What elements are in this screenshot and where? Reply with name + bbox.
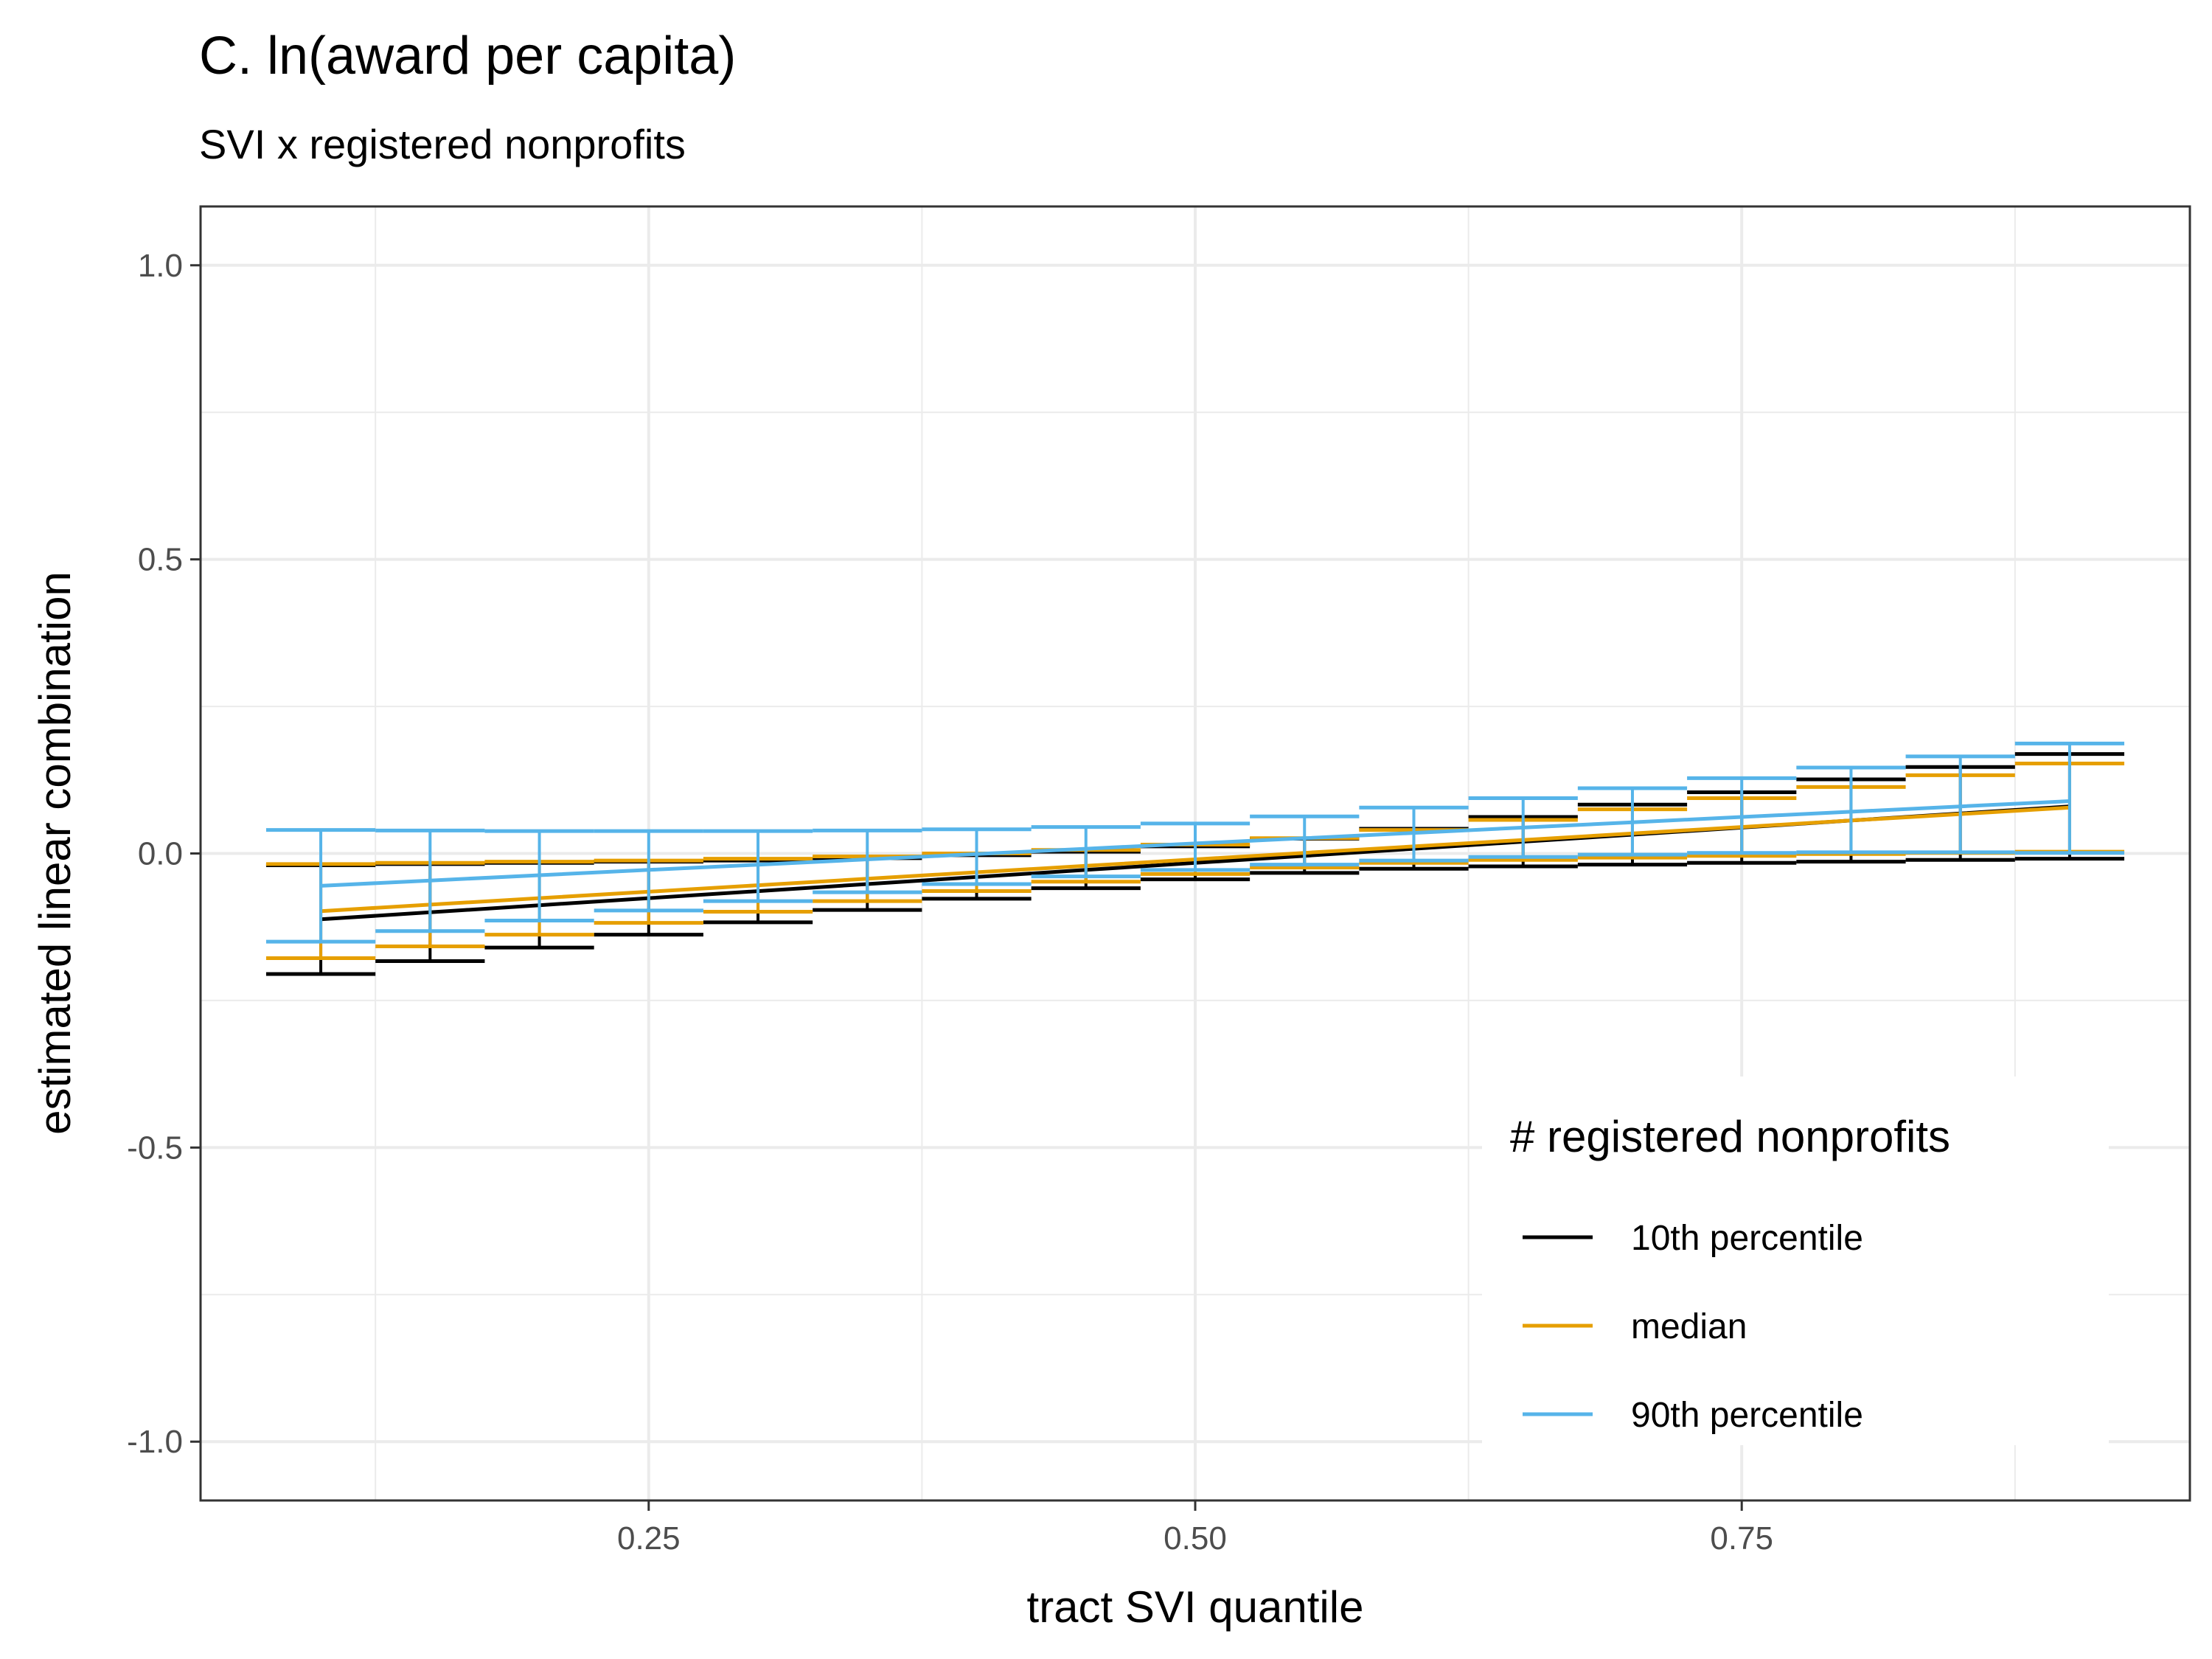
legend-label: 10th percentile	[1631, 1219, 1863, 1258]
legend-label: median	[1631, 1307, 1747, 1346]
y-tick-label: -0.5	[127, 1130, 183, 1166]
y-tick-label: -1.0	[127, 1424, 183, 1460]
chart-subtitle: SVI x registered nonprofits	[199, 121, 686, 167]
legend-label: 90th percentile	[1631, 1396, 1863, 1435]
x-axis-label: tract SVI quantile	[1027, 1582, 1364, 1632]
axes: -1.0 -0.5 0.0 0.5 1.0 0.25 0.50 0.75	[127, 248, 1773, 1557]
y-axis-label: estimated linear combination	[30, 571, 80, 1135]
legend-title: # registered nonprofits	[1510, 1112, 1950, 1161]
series-line	[320, 799, 2070, 888]
x-tick-label: 0.25	[617, 1520, 681, 1557]
y-tick-label: 0.0	[138, 836, 183, 872]
y-tick-label: 0.5	[138, 542, 183, 578]
y-tick-label: 1.0	[138, 248, 183, 284]
x-tick-label: 0.50	[1164, 1520, 1227, 1557]
plot-data	[265, 741, 2125, 976]
legend: # registered nonprofits 10th percentile m…	[1482, 1077, 2109, 1445]
legend-background	[1482, 1077, 2109, 1445]
x-tick-label: 0.75	[1710, 1520, 1773, 1557]
series-group	[265, 741, 2125, 944]
chart-title: C. ln(award per capita)	[199, 27, 736, 86]
